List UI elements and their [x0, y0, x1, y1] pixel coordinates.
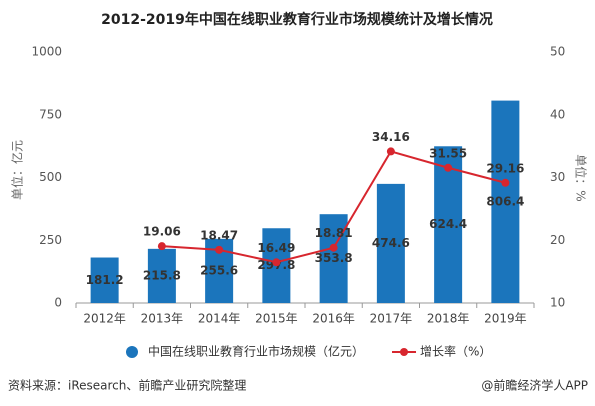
legend-marker — [126, 346, 138, 358]
line-value-label: 34.16 — [372, 130, 410, 144]
bar-value-label: 181.2 — [86, 273, 124, 287]
bar-value-label: 255.6 — [200, 263, 238, 277]
y2-tick-label: 50 — [550, 45, 565, 59]
bar-value-label: 806.4 — [486, 194, 524, 208]
x-tick-label: 2018年 — [427, 312, 470, 326]
bar — [147, 248, 176, 303]
y-tick-label: 0 — [54, 296, 62, 310]
growth-point — [444, 163, 453, 172]
y-tick-label: 1000 — [31, 45, 62, 59]
bar — [376, 183, 405, 303]
x-tick-label: 2015年 — [255, 312, 298, 326]
y-tick-label: 750 — [39, 107, 62, 121]
legend-marker — [400, 348, 409, 356]
y2-axis-label: 单位：% — [574, 154, 589, 201]
growth-point — [329, 243, 338, 252]
bar-value-label: 353.8 — [315, 251, 353, 265]
x-tick-label: 2012年 — [83, 312, 126, 326]
y2-tick-label: 40 — [550, 107, 565, 121]
line-value-label: 16.49 — [257, 241, 295, 255]
line-value-label: 18.47 — [200, 228, 238, 242]
growth-point — [272, 258, 281, 267]
credit: @前瞻经济学人APP — [481, 378, 588, 393]
growth-point — [386, 147, 395, 156]
x-tick-label: 2013年 — [141, 312, 184, 326]
source: 资料来源：iResearch、前瞻产业研究院整理 — [8, 378, 246, 393]
x-tick-label: 2017年 — [370, 312, 413, 326]
bar — [90, 257, 119, 303]
bar-value-label: 215.8 — [143, 268, 181, 282]
x-tick-label: 2016年 — [312, 312, 355, 326]
y-tick-label: 250 — [39, 233, 62, 247]
x-tick-label: 2014年 — [198, 312, 241, 326]
bar-value-label: 624.4 — [429, 217, 467, 231]
line-value-label: 18.81 — [315, 226, 353, 240]
line-value-label: 31.55 — [429, 146, 467, 160]
line-value-label: 29.16 — [486, 161, 524, 175]
growth-point — [215, 245, 224, 254]
legend-label: 增长率（%） — [420, 344, 491, 359]
bar-value-label: 474.6 — [372, 236, 410, 250]
bar — [491, 100, 520, 303]
y2-tick-label: 10 — [550, 296, 565, 310]
growth-point — [157, 242, 166, 251]
y2-tick-label: 20 — [550, 233, 565, 247]
x-tick-label: 2019年 — [484, 312, 527, 326]
y-axis-label: 单位：亿元 — [10, 140, 25, 200]
y-tick-label: 500 — [39, 170, 62, 184]
line-value-label: 19.06 — [143, 225, 181, 239]
chart-title: 2012-2019年中国在线职业教育行业市场规模统计及增长情况 — [101, 11, 493, 28]
legend-label: 中国在线职业教育行业市场规模（亿元） — [148, 344, 364, 359]
y2-tick-label: 30 — [550, 170, 565, 184]
bar — [319, 214, 348, 303]
bar — [434, 146, 463, 303]
growth-point — [501, 178, 510, 187]
